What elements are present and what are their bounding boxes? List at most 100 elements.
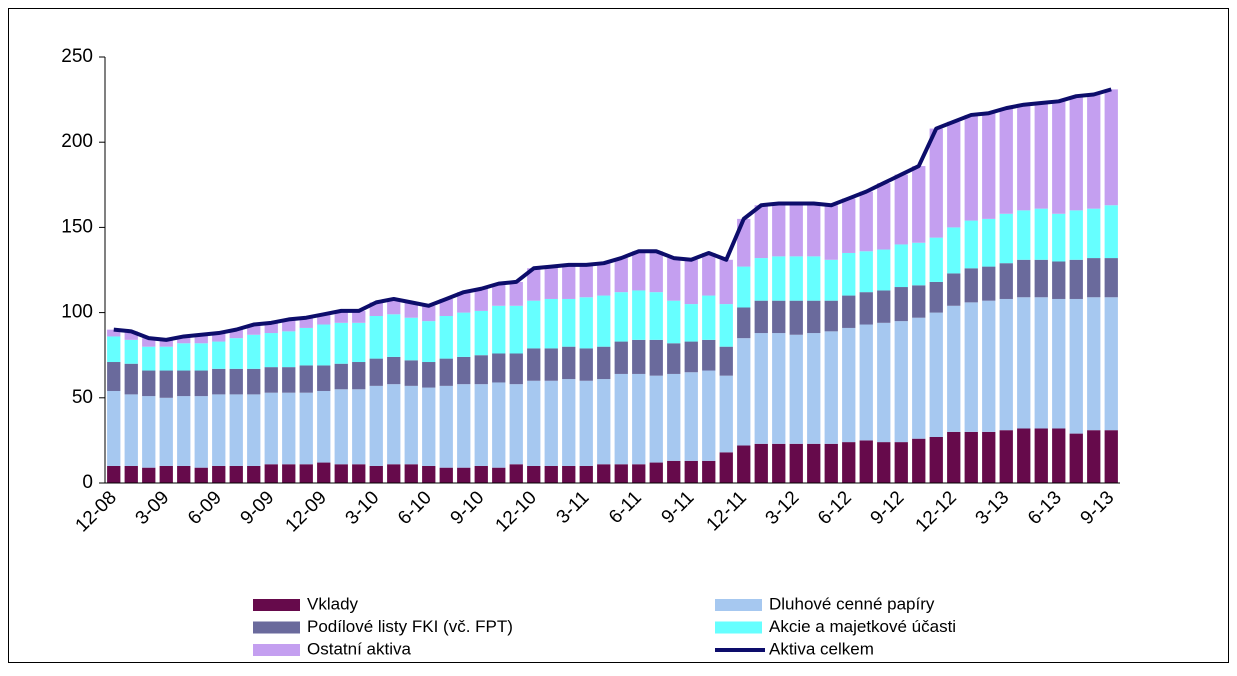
- bar-segment: [1069, 210, 1083, 260]
- bar-segment: [474, 288, 488, 311]
- bar-segment: [824, 443, 838, 483]
- bar-segment: [877, 322, 891, 443]
- bar-segment: [964, 302, 978, 432]
- bar-segment: [492, 283, 506, 306]
- bar-segment: [247, 368, 261, 395]
- bar-segment: [544, 298, 558, 349]
- bar-segment: [422, 321, 436, 363]
- bar-segment: [229, 394, 243, 466]
- legend-swatch: [253, 644, 300, 656]
- bar-segment: [142, 396, 156, 468]
- bar-segment: [334, 464, 348, 483]
- bar-segment: [982, 300, 996, 432]
- bar-segment: [929, 436, 943, 483]
- bar-segment: [982, 431, 996, 483]
- y-tick-label: 50: [72, 387, 93, 408]
- bar-segment: [142, 370, 156, 397]
- bar-segment: [229, 465, 243, 483]
- bar-segment: [719, 346, 733, 376]
- bar-segment: [334, 363, 348, 390]
- bar-segment: [1069, 96, 1083, 211]
- bar-segment: [929, 312, 943, 437]
- bar-segment: [947, 121, 961, 228]
- bar-segment: [387, 356, 401, 385]
- bar-segment: [352, 362, 366, 390]
- bar-segment: [334, 322, 348, 364]
- bar-segment: [282, 331, 296, 368]
- bar-segment: [737, 445, 751, 483]
- bar-segment: [527, 348, 541, 381]
- bar-segment: [789, 203, 803, 257]
- bar-segment: [1017, 104, 1031, 211]
- bar-segment: [789, 443, 803, 483]
- bar-segment: [964, 114, 978, 221]
- bar-segment: [772, 203, 786, 257]
- bar-segment: [247, 465, 261, 483]
- bar-segment: [667, 373, 681, 461]
- bar-segment: [124, 363, 138, 395]
- bar-segment: [824, 259, 838, 301]
- bar-segment: [107, 362, 121, 391]
- bar-segment: [999, 298, 1013, 431]
- bar-segment: [107, 329, 121, 337]
- bar-segment: [177, 370, 191, 397]
- bar-segment: [107, 336, 121, 363]
- bar-segment: [474, 384, 488, 466]
- bar-segment: [352, 310, 366, 323]
- bar-segment: [439, 316, 453, 359]
- bar-segment: [579, 348, 593, 381]
- bar-segment: [632, 339, 646, 374]
- x-tick-label: 6-11: [605, 487, 646, 528]
- bar-segment: [929, 128, 943, 238]
- x-tick-label: 12-08: [72, 487, 121, 536]
- bar-segment: [632, 251, 646, 291]
- bar-segment: [894, 244, 908, 288]
- bar-segment: [369, 385, 383, 466]
- bar-segment: [842, 295, 856, 328]
- bar-segment: [124, 394, 138, 466]
- bar-segment: [177, 396, 191, 466]
- x-tick-label: 9-12: [867, 487, 909, 529]
- bar-segment: [264, 464, 278, 483]
- bar-segment: [614, 292, 628, 342]
- bar-segment: [912, 438, 926, 483]
- bar-segment: [1034, 103, 1048, 209]
- bar-segment: [614, 373, 628, 465]
- x-tick-label: 6-10: [394, 487, 436, 529]
- bar-segment: [649, 251, 663, 293]
- bar-segment: [544, 380, 558, 466]
- bar-segment: [317, 365, 331, 391]
- bar-segment: [492, 353, 506, 383]
- x-tick-label: 12-10: [492, 487, 541, 536]
- bar-segment: [212, 333, 226, 342]
- bar-segment: [1069, 298, 1083, 434]
- bar-segment: [982, 113, 996, 219]
- bar-segment: [352, 464, 366, 483]
- bar-segment: [474, 355, 488, 385]
- legend-swatch: [253, 621, 300, 634]
- bar-segment: [229, 329, 243, 339]
- bar-segment: [894, 321, 908, 443]
- bar-segment: [474, 465, 488, 483]
- bar-segment: [527, 300, 541, 349]
- bar-segment: [404, 464, 418, 483]
- bar-segment: [667, 343, 681, 374]
- bar-segment: [544, 465, 558, 483]
- bar-segment: [1052, 213, 1066, 262]
- bar-segment: [737, 307, 751, 339]
- bar-segment: [1052, 101, 1066, 214]
- bar-segment: [702, 370, 716, 461]
- bar-segment: [124, 339, 138, 364]
- legend-label: Dluhové cenné papíry: [769, 594, 935, 613]
- bar-segment: [1034, 259, 1048, 298]
- bar-segment: [684, 259, 698, 305]
- bar-segment: [404, 360, 418, 386]
- bar-segment: [194, 370, 208, 397]
- bar-segment: [772, 300, 786, 334]
- x-tick-label: 9-13: [1077, 487, 1119, 529]
- bar-segment: [177, 343, 191, 371]
- bar-segment: [667, 300, 681, 344]
- y-tick-label: 250: [61, 46, 93, 67]
- bar-segment: [334, 389, 348, 465]
- y-tick-label: 150: [61, 216, 93, 237]
